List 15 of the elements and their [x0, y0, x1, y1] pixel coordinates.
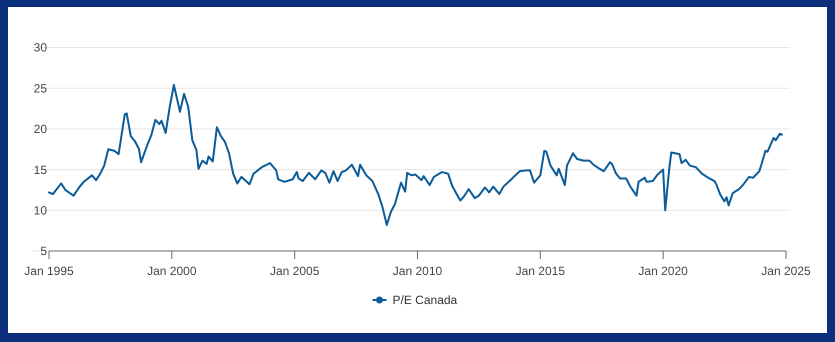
x-tick-label: Jan 2025 — [761, 264, 812, 278]
y-tick-label: 25 — [34, 81, 48, 96]
y-tick-label: 20 — [34, 122, 48, 136]
legend-label: P/E Canada — [392, 293, 458, 308]
x-tick-label: Jan 2000 — [147, 264, 197, 278]
x-tick-label: Jan 2005 — [270, 264, 320, 278]
y-tick-label: 5 — [40, 244, 48, 258]
y-tick-label: 15 — [34, 162, 48, 177]
x-tick-label: Jan 2015 — [516, 264, 566, 278]
x-tick-label: Jan 2020 — [638, 264, 688, 278]
x-tick-label: Jan 2010 — [392, 264, 443, 278]
y-tick-label: 10 — [34, 204, 48, 218]
line-series — [48, 84, 783, 226]
x-tick-label: Jan 1995 — [24, 264, 74, 278]
y-tick-label: 30 — [34, 40, 48, 55]
